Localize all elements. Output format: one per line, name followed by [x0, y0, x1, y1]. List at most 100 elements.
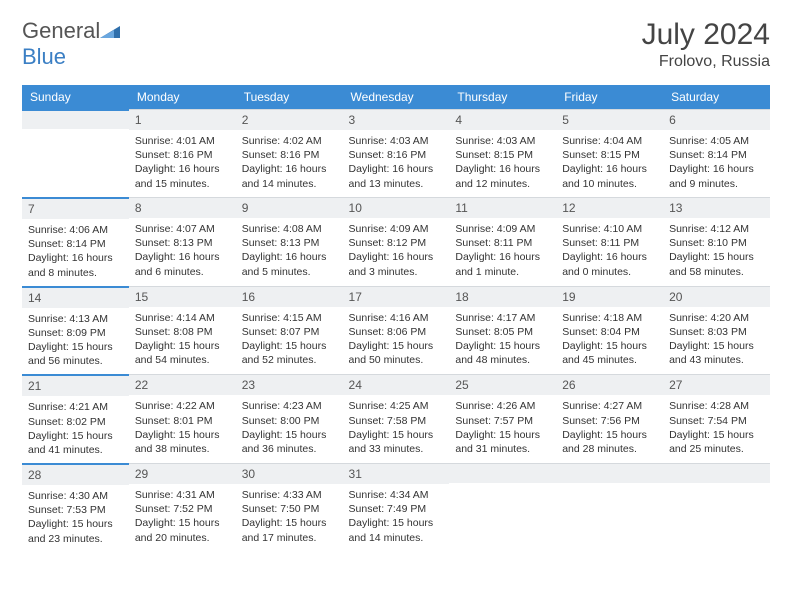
sunset-text: Sunset: 7:49 PM [349, 502, 444, 516]
day-number: 27 [663, 374, 770, 395]
day-content: Sunrise: 4:13 AMSunset: 8:09 PMDaylight:… [22, 308, 129, 375]
calendar-cell: 17Sunrise: 4:16 AMSunset: 8:06 PMDayligh… [343, 286, 450, 375]
calendar-head: Sunday Monday Tuesday Wednesday Thursday… [22, 85, 770, 109]
day-number: 11 [449, 197, 556, 218]
day-number: 2 [236, 109, 343, 130]
daylight-text: Daylight: 15 hours and 17 minutes. [242, 516, 337, 544]
day-content: Sunrise: 4:28 AMSunset: 7:54 PMDaylight:… [663, 395, 770, 462]
sunrise-text: Sunrise: 4:25 AM [349, 399, 444, 413]
daylight-text: Daylight: 16 hours and 15 minutes. [135, 162, 230, 190]
calendar-row: 28Sunrise: 4:30 AMSunset: 7:53 PMDayligh… [22, 463, 770, 552]
daylight-text: Daylight: 15 hours and 36 minutes. [242, 428, 337, 456]
day-number: 3 [343, 109, 450, 130]
day-number: 4 [449, 109, 556, 130]
sunset-text: Sunset: 8:14 PM [28, 237, 123, 251]
calendar-cell: 9Sunrise: 4:08 AMSunset: 8:13 PMDaylight… [236, 197, 343, 286]
day-number: 6 [663, 109, 770, 130]
calendar-cell [449, 463, 556, 552]
calendar-row: 21Sunrise: 4:21 AMSunset: 8:02 PMDayligh… [22, 374, 770, 463]
sunrise-text: Sunrise: 4:15 AM [242, 311, 337, 325]
sunrise-text: Sunrise: 4:07 AM [135, 222, 230, 236]
sunset-text: Sunset: 8:16 PM [349, 148, 444, 162]
day-number: 14 [22, 286, 129, 308]
day-content: Sunrise: 4:05 AMSunset: 8:14 PMDaylight:… [663, 130, 770, 197]
sunset-text: Sunset: 7:56 PM [562, 414, 657, 428]
day-number [663, 463, 770, 483]
calendar-cell: 16Sunrise: 4:15 AMSunset: 8:07 PMDayligh… [236, 286, 343, 375]
calendar-cell: 6Sunrise: 4:05 AMSunset: 8:14 PMDaylight… [663, 109, 770, 197]
day-content: Sunrise: 4:33 AMSunset: 7:50 PMDaylight:… [236, 484, 343, 551]
daylight-text: Daylight: 16 hours and 6 minutes. [135, 250, 230, 278]
daylight-text: Daylight: 15 hours and 14 minutes. [349, 516, 444, 544]
title-block: July 2024 Frolovo, Russia [642, 18, 770, 71]
sunrise-text: Sunrise: 4:09 AM [349, 222, 444, 236]
logo: GeneralBlue [22, 18, 120, 70]
calendar-cell: 2Sunrise: 4:02 AMSunset: 8:16 PMDaylight… [236, 109, 343, 197]
day-content: Sunrise: 4:09 AMSunset: 8:11 PMDaylight:… [449, 218, 556, 285]
sunset-text: Sunset: 8:01 PM [135, 414, 230, 428]
calendar-cell: 1Sunrise: 4:01 AMSunset: 8:16 PMDaylight… [129, 109, 236, 197]
daylight-text: Daylight: 15 hours and 20 minutes. [135, 516, 230, 544]
sunset-text: Sunset: 8:02 PM [28, 415, 123, 429]
daylight-text: Daylight: 16 hours and 13 minutes. [349, 162, 444, 190]
sunset-text: Sunset: 8:11 PM [455, 236, 550, 250]
day-number [556, 463, 663, 483]
sunrise-text: Sunrise: 4:02 AM [242, 134, 337, 148]
calendar-cell [663, 463, 770, 552]
day-number: 8 [129, 197, 236, 218]
sunrise-text: Sunrise: 4:16 AM [349, 311, 444, 325]
sunrise-text: Sunrise: 4:34 AM [349, 488, 444, 502]
day-number: 16 [236, 286, 343, 307]
day-content: Sunrise: 4:06 AMSunset: 8:14 PMDaylight:… [22, 219, 129, 286]
sunset-text: Sunset: 8:11 PM [562, 236, 657, 250]
weekday-header: Tuesday [236, 85, 343, 109]
day-content: Sunrise: 4:25 AMSunset: 7:58 PMDaylight:… [343, 395, 450, 462]
day-content: Sunrise: 4:21 AMSunset: 8:02 PMDaylight:… [22, 396, 129, 463]
day-number: 25 [449, 374, 556, 395]
daylight-text: Daylight: 16 hours and 12 minutes. [455, 162, 550, 190]
weekday-header: Friday [556, 85, 663, 109]
sunset-text: Sunset: 8:10 PM [669, 236, 764, 250]
calendar-row: 14Sunrise: 4:13 AMSunset: 8:09 PMDayligh… [22, 286, 770, 375]
day-number: 5 [556, 109, 663, 130]
day-content: Sunrise: 4:09 AMSunset: 8:12 PMDaylight:… [343, 218, 450, 285]
sunset-text: Sunset: 8:05 PM [455, 325, 550, 339]
day-number: 22 [129, 374, 236, 395]
daylight-text: Daylight: 15 hours and 54 minutes. [135, 339, 230, 367]
day-number: 9 [236, 197, 343, 218]
day-content: Sunrise: 4:03 AMSunset: 8:16 PMDaylight:… [343, 130, 450, 197]
calendar-cell: 3Sunrise: 4:03 AMSunset: 8:16 PMDaylight… [343, 109, 450, 197]
sunset-text: Sunset: 8:13 PM [242, 236, 337, 250]
sunset-text: Sunset: 8:13 PM [135, 236, 230, 250]
sunrise-text: Sunrise: 4:20 AM [669, 311, 764, 325]
day-number: 15 [129, 286, 236, 307]
sunrise-text: Sunrise: 4:12 AM [669, 222, 764, 236]
sunset-text: Sunset: 8:00 PM [242, 414, 337, 428]
sunrise-text: Sunrise: 4:33 AM [242, 488, 337, 502]
day-number: 23 [236, 374, 343, 395]
day-content: Sunrise: 4:23 AMSunset: 8:00 PMDaylight:… [236, 395, 343, 462]
month-title: July 2024 [642, 18, 770, 51]
sunrise-text: Sunrise: 4:26 AM [455, 399, 550, 413]
sunset-text: Sunset: 7:58 PM [349, 414, 444, 428]
sunrise-text: Sunrise: 4:03 AM [455, 134, 550, 148]
sunrise-text: Sunrise: 4:14 AM [135, 311, 230, 325]
day-number: 19 [556, 286, 663, 307]
sunset-text: Sunset: 7:57 PM [455, 414, 550, 428]
calendar-cell: 21Sunrise: 4:21 AMSunset: 8:02 PMDayligh… [22, 374, 129, 463]
daylight-text: Daylight: 15 hours and 41 minutes. [28, 429, 123, 457]
calendar-cell: 24Sunrise: 4:25 AMSunset: 7:58 PMDayligh… [343, 374, 450, 463]
day-number: 20 [663, 286, 770, 307]
day-number: 17 [343, 286, 450, 307]
daylight-text: Daylight: 15 hours and 48 minutes. [455, 339, 550, 367]
daylight-text: Daylight: 15 hours and 56 minutes. [28, 340, 123, 368]
sunrise-text: Sunrise: 4:04 AM [562, 134, 657, 148]
sunrise-text: Sunrise: 4:22 AM [135, 399, 230, 413]
sunrise-text: Sunrise: 4:18 AM [562, 311, 657, 325]
daylight-text: Daylight: 16 hours and 9 minutes. [669, 162, 764, 190]
logo-text: GeneralBlue [22, 18, 120, 70]
day-content: Sunrise: 4:12 AMSunset: 8:10 PMDaylight:… [663, 218, 770, 285]
calendar-cell: 31Sunrise: 4:34 AMSunset: 7:49 PMDayligh… [343, 463, 450, 552]
sunset-text: Sunset: 8:15 PM [562, 148, 657, 162]
weekday-header: Wednesday [343, 85, 450, 109]
